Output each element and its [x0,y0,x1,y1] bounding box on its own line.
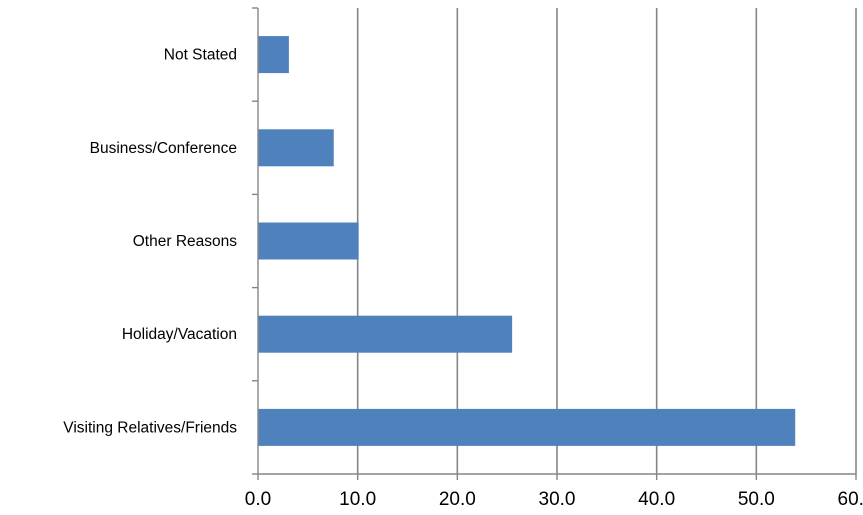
category-label: Business/Conference [90,140,237,157]
category-label: Holiday/Vacation [122,326,237,343]
category-label: Visiting Relatives/Friends [63,419,237,436]
x-tick-label: 60.0 [838,489,863,510]
axes [252,7,857,480]
x-tick-label: 30.0 [539,489,576,510]
x-tick-label: 20.0 [439,489,476,510]
bar [258,315,513,353]
category-label: Other Reasons [133,233,237,250]
gridlines [356,8,857,474]
x-tick-labels: 0.0 10.0 20.0 30.0 40.0 50.0 60.0 [245,489,863,510]
bars [258,36,796,446]
x-tick-label: 40.0 [638,489,675,510]
x-tick-label: 50.0 [738,489,775,510]
bar [258,222,359,260]
category-labels: Visiting Relatives/Friends Holiday/Vacati… [63,47,237,437]
bar [258,408,796,446]
x-tick-label: 10.0 [339,489,376,510]
x-tick-label: 0.0 [245,489,271,510]
category-label: Not Stated [164,47,237,64]
bar [258,129,334,167]
bar [258,36,289,74]
